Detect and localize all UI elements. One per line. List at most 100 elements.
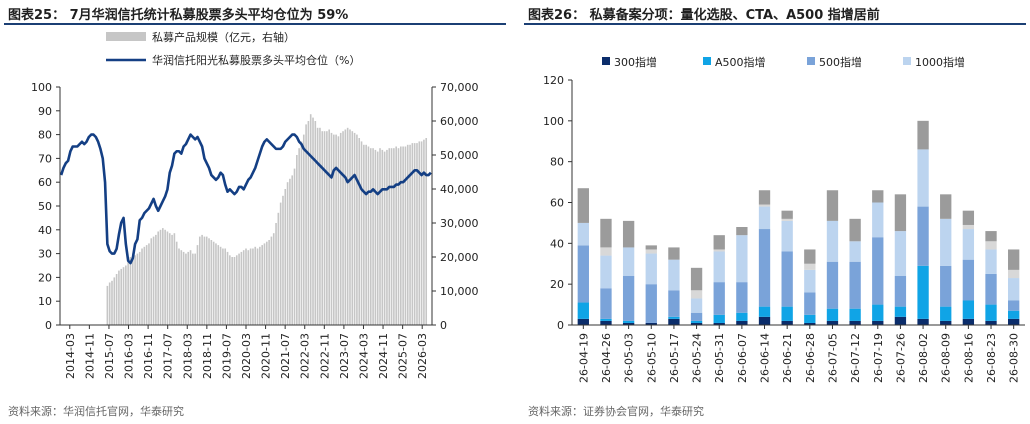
bar-segment bbox=[600, 218, 612, 248]
bar-segment bbox=[917, 318, 929, 326]
y-tick-label-left: 100 bbox=[31, 81, 52, 94]
x-tick-label: 2015-07 bbox=[103, 333, 116, 379]
bar-segment bbox=[758, 190, 771, 205]
bar-segment bbox=[781, 320, 793, 325]
bar bbox=[379, 148, 381, 325]
bar bbox=[321, 131, 324, 325]
bar bbox=[291, 175, 294, 325]
bar-segment bbox=[668, 316, 680, 319]
bar-segment bbox=[713, 322, 725, 325]
bar-segment bbox=[736, 282, 748, 313]
bar bbox=[187, 251, 190, 325]
chart-source: 资料来源：证券协会官网，华泰研究 bbox=[528, 405, 704, 418]
bar bbox=[397, 148, 400, 325]
bar bbox=[212, 241, 215, 325]
bar bbox=[120, 268, 123, 325]
bar bbox=[363, 144, 365, 325]
y-tick-label-right: 10,000 bbox=[440, 285, 479, 298]
legend-swatch-bar bbox=[106, 32, 146, 41]
bar bbox=[192, 253, 194, 325]
bar-segment bbox=[940, 194, 952, 219]
bar-segment bbox=[645, 245, 657, 250]
bar bbox=[275, 223, 277, 325]
x-tick-label: 26-08-30 bbox=[1008, 333, 1021, 383]
bar bbox=[131, 253, 134, 325]
bar bbox=[152, 236, 155, 325]
bar bbox=[425, 138, 428, 325]
bar-segment bbox=[894, 194, 907, 232]
bar bbox=[337, 136, 340, 325]
bar-segment bbox=[962, 300, 975, 319]
bar bbox=[148, 243, 150, 325]
bar-segment bbox=[1008, 249, 1020, 270]
bar bbox=[413, 143, 416, 325]
bar-segment bbox=[781, 306, 793, 321]
chart-panel-left: 图表25： 7月华润信托统计私募股票多头平均仓位为 59% 私募产品规模（亿元，… bbox=[0, 0, 510, 424]
bar-segment bbox=[872, 320, 884, 325]
bar bbox=[279, 202, 282, 325]
bar bbox=[416, 143, 418, 325]
y-tick-label: 20 bbox=[550, 278, 564, 291]
bar bbox=[106, 285, 109, 325]
bar bbox=[182, 251, 185, 325]
bar-segment bbox=[668, 290, 680, 317]
bar bbox=[219, 246, 222, 325]
bar-segment bbox=[917, 206, 929, 266]
x-tick-label: 26-08-09 bbox=[940, 333, 953, 383]
bar-segment bbox=[849, 320, 861, 325]
bar bbox=[145, 245, 148, 325]
bar-segment bbox=[826, 308, 839, 321]
bar bbox=[194, 253, 196, 325]
x-tick-label: 2021-07 bbox=[279, 333, 292, 379]
bar-segment bbox=[690, 312, 703, 321]
bar bbox=[277, 212, 280, 325]
bar-segment bbox=[600, 288, 612, 319]
bar bbox=[185, 253, 187, 325]
y-tick-label-left: 30 bbox=[38, 248, 52, 261]
bar-segment bbox=[736, 235, 748, 283]
bar bbox=[208, 238, 210, 325]
x-tick-label: 2018-03 bbox=[181, 333, 194, 379]
bar bbox=[166, 231, 169, 325]
x-tick-label: 26-05-17 bbox=[668, 333, 681, 383]
y-tick-label-left: 0 bbox=[45, 319, 52, 332]
bar-segment bbox=[872, 190, 884, 203]
bar-segment bbox=[622, 247, 635, 276]
legend-label: 500指增 bbox=[819, 55, 862, 69]
y-tick-label: 120 bbox=[543, 74, 564, 87]
bar bbox=[367, 146, 370, 325]
stacked-bar-chart: 300指增 A500指增 500指增 1000指增 0 20 40 60 80 100 120 26-… bbox=[543, 55, 1025, 383]
x-tick-label: 2016-03 bbox=[123, 333, 136, 379]
bar-segment bbox=[622, 220, 635, 248]
y-tick-label-left: 40 bbox=[38, 224, 52, 237]
bar bbox=[118, 270, 120, 325]
x-tick-label: 26-06-28 bbox=[804, 333, 817, 383]
bar-segment bbox=[894, 316, 907, 325]
bar bbox=[411, 143, 414, 325]
bar bbox=[420, 141, 423, 325]
bar-segment bbox=[940, 320, 952, 325]
bar-segment bbox=[736, 227, 748, 236]
bar bbox=[402, 146, 404, 325]
bar-segment bbox=[645, 284, 657, 323]
bar-segment bbox=[577, 188, 589, 223]
y-tick-label-right: 50,000 bbox=[440, 149, 479, 162]
x-tick-label: 26-06-14 bbox=[759, 333, 772, 383]
bar bbox=[309, 114, 312, 325]
bar bbox=[358, 138, 361, 325]
bar-segment bbox=[985, 231, 997, 242]
bar bbox=[284, 189, 287, 325]
bar-segment bbox=[962, 318, 975, 326]
bar bbox=[286, 182, 289, 325]
bar-segment bbox=[758, 229, 771, 307]
bar-segment bbox=[713, 235, 725, 250]
y-tick-label-left: 60 bbox=[38, 176, 52, 189]
bar-segment bbox=[826, 190, 839, 221]
bar-line-chart: 私募产品规模（亿元，右轴） 华润信托阳光私募股票多头平均仓位（%） 0 10 20 30 4… bbox=[31, 30, 479, 379]
bar bbox=[356, 134, 358, 325]
x-tick-label: 26-05-31 bbox=[713, 333, 726, 383]
bar-segment bbox=[713, 251, 725, 283]
bar bbox=[203, 236, 206, 325]
bar bbox=[305, 124, 307, 326]
bar-segment bbox=[668, 247, 680, 260]
